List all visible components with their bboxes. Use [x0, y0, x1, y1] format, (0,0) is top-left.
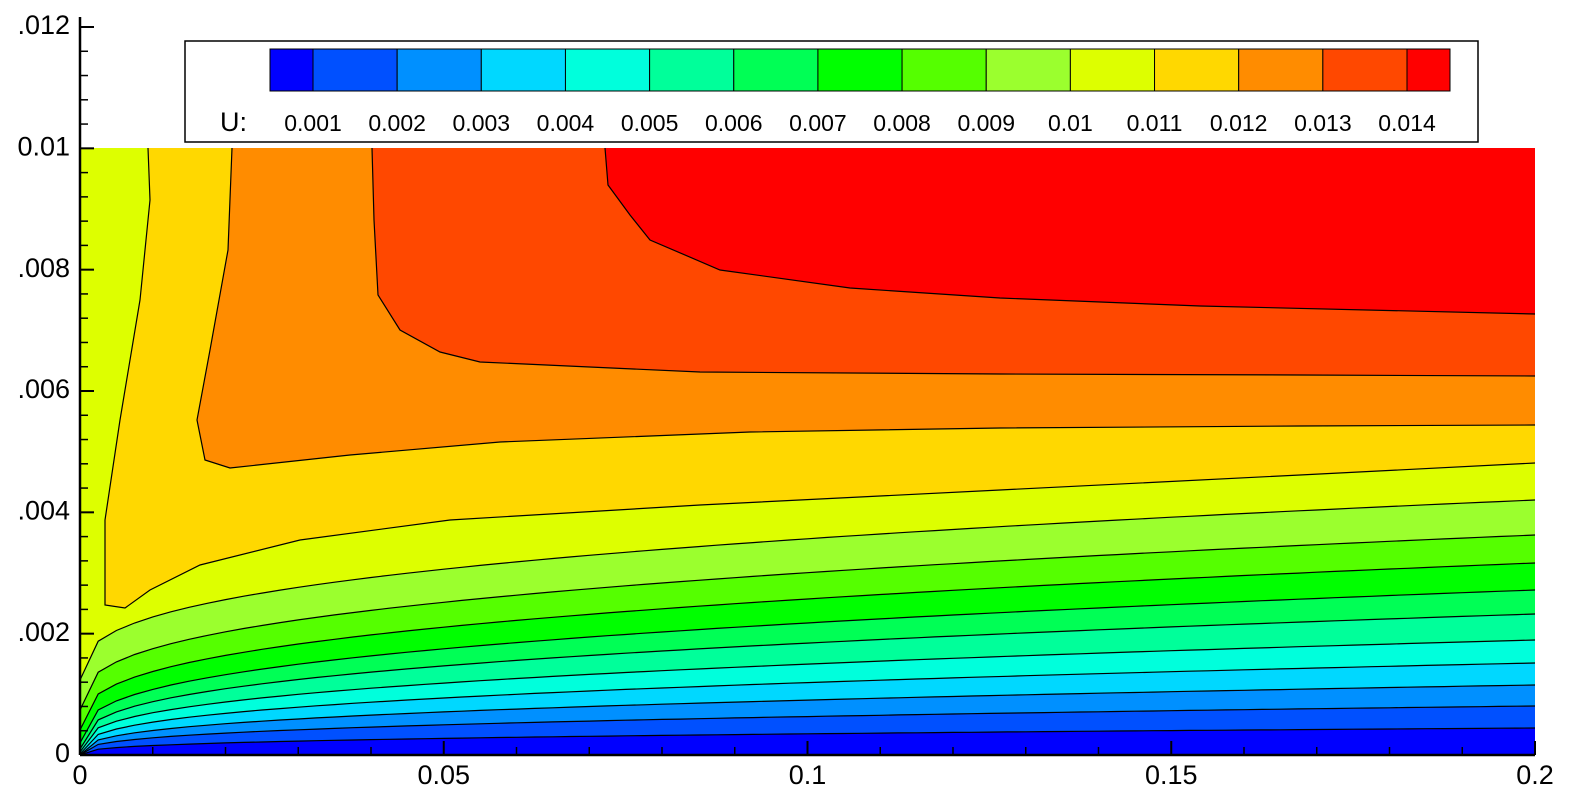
legend-label: 0.012	[1210, 110, 1268, 136]
x-tick-label: 0.1	[789, 760, 827, 790]
legend-swatch	[901, 48, 987, 92]
contour-field	[80, 148, 1535, 755]
contour-band	[605, 148, 1535, 314]
y-tick-label: 0	[55, 738, 70, 768]
contour-line	[80, 639, 1535, 753]
contour-line	[80, 705, 1535, 755]
contour-line	[80, 499, 1535, 681]
legend-label: 0.006	[705, 110, 763, 136]
legend-label: 0.014	[1378, 110, 1436, 136]
y-tick-label: .006	[17, 374, 70, 404]
y-tick-label: .004	[17, 495, 70, 525]
legend-label: 0.004	[537, 110, 595, 136]
contour-line	[104, 148, 1535, 609]
legend-swatch	[1238, 48, 1324, 92]
legend-swatch	[817, 48, 903, 92]
contour-line	[371, 148, 1535, 377]
legend-swatch	[1154, 48, 1240, 92]
legend-label: 0.013	[1294, 110, 1352, 136]
contour-line	[196, 148, 1535, 469]
contour-line	[80, 534, 1535, 711]
contour-line	[80, 613, 1535, 750]
y-tick-label: 0.01	[17, 131, 70, 161]
contour-line	[604, 148, 1535, 315]
legend-label: 0.002	[368, 110, 426, 136]
x-tick-label: 0.2	[1516, 760, 1554, 790]
legend-swatch	[480, 48, 566, 92]
legend-swatch	[733, 48, 819, 92]
y-tick-label: .002	[17, 617, 70, 647]
legend-swatch	[312, 48, 398, 92]
legend-swatch	[564, 48, 651, 92]
legend-label: 0.009	[957, 110, 1015, 136]
contour-line	[80, 727, 1535, 755]
legend-label: 0.003	[453, 110, 511, 136]
contour-lines	[80, 148, 1535, 755]
y-tick-label: .008	[17, 253, 70, 283]
legend-label: 0.01	[1048, 110, 1093, 136]
legend-label: 0.008	[873, 110, 931, 136]
legend: U: 0.001 0.002 0.003 0.004 0.005 0.006 0.007 0.…	[184, 40, 1479, 143]
legend-label: 0.007	[789, 110, 847, 136]
legend-label: 0.011	[1127, 110, 1183, 136]
x-tick-label: 0.15	[1145, 760, 1198, 790]
legend-swatch	[985, 48, 1071, 92]
legend-title: U:	[220, 107, 247, 137]
contour-line	[80, 562, 1535, 731]
legend-label: 0.005	[621, 110, 679, 136]
legend-swatch	[269, 48, 314, 92]
contour-line	[80, 684, 1535, 755]
x-tick-label: 0.05	[417, 760, 470, 790]
legend-label: 0.001	[284, 110, 342, 136]
contour-line	[80, 589, 1535, 744]
legend-swatch	[396, 48, 482, 92]
contour-line	[80, 662, 1535, 755]
x-tick-label: 0	[72, 760, 87, 790]
legend-swatch	[1069, 48, 1156, 92]
y-tick-label: .012	[17, 10, 70, 40]
legend-swatch	[1322, 48, 1408, 92]
legend-swatch	[649, 48, 735, 92]
legend-swatch	[1406, 48, 1451, 92]
